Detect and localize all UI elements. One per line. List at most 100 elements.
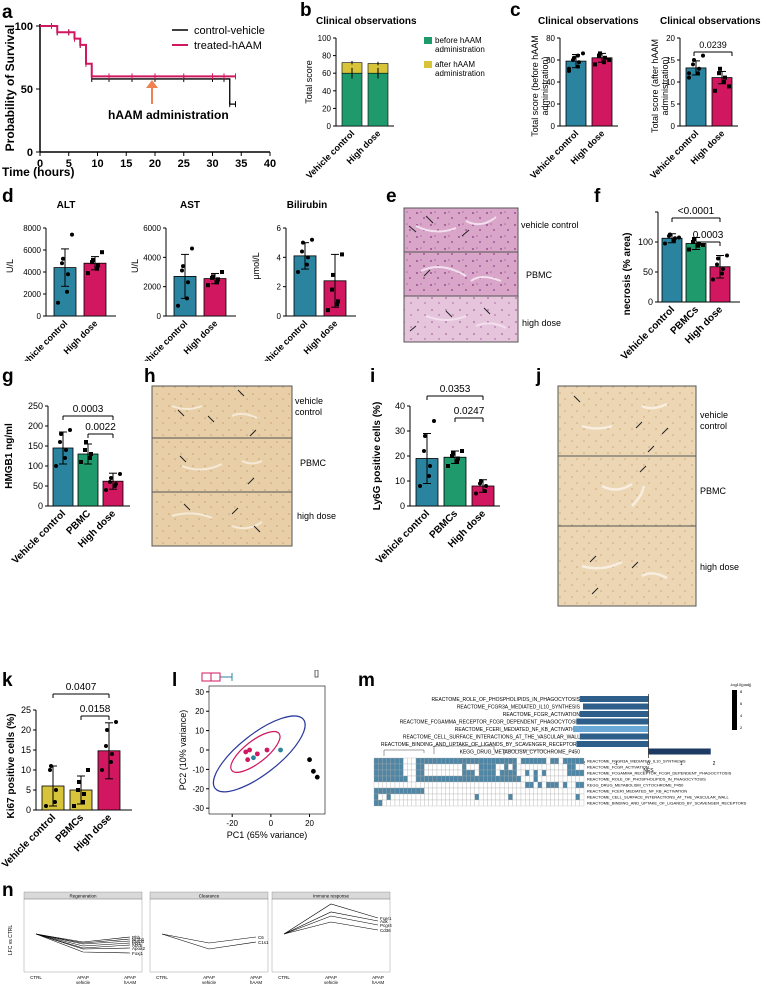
heat-cell <box>386 781 391 789</box>
data-point <box>663 241 667 246</box>
heat-cell <box>575 799 580 807</box>
y-tick-label: 6 <box>277 224 282 233</box>
y-tick-label: 2 <box>277 283 282 292</box>
heat-cell <box>483 781 488 789</box>
heat-cell <box>436 757 442 765</box>
heat-cell <box>520 757 526 765</box>
heat-cell <box>571 763 576 771</box>
colorbar-tick: 6 <box>740 701 743 706</box>
panel-g: g 0 50 100 150 200 250 Vehicle control PBMC High… <box>0 366 140 566</box>
data-point <box>603 55 607 60</box>
data-point <box>422 449 426 453</box>
heat-cell <box>504 757 509 765</box>
data-point <box>100 250 104 255</box>
heat-term-label: REACTOME_CELL_SURFACE_INTERACTIONS_AT_TH… <box>587 795 729 800</box>
data-point <box>306 255 310 260</box>
data-point <box>105 728 109 732</box>
x-tick-label: 10 <box>91 158 103 170</box>
x-tick-label: 20 <box>149 158 161 170</box>
data-point <box>460 449 464 453</box>
y-axis-label: U/L <box>5 259 15 273</box>
heat-cell <box>541 763 547 771</box>
heat-cell <box>390 769 396 777</box>
heat-cell <box>508 763 513 771</box>
heat-cell <box>520 763 526 771</box>
heat-cell <box>571 757 576 765</box>
y-tick-label: 20 <box>195 707 204 716</box>
data-point <box>206 283 210 288</box>
data-point <box>432 419 436 423</box>
chart-title: AST <box>180 200 200 211</box>
data-point <box>310 237 314 242</box>
x-tick-label: 35 <box>235 158 247 170</box>
panel-k: k 0 5 10 15 20 25 Vehicle control PBMCs High dos… <box>0 670 160 870</box>
svg-text:administration: administration <box>435 45 485 54</box>
y-tick-label: 40 <box>395 401 405 411</box>
heat-cell <box>403 799 408 807</box>
heat-cell <box>394 769 400 777</box>
data-point <box>340 252 344 257</box>
y-tick-label: 4000 <box>23 268 41 277</box>
y-axis-label: μmol/L <box>251 252 261 279</box>
heat-cell <box>428 787 433 795</box>
heat-cell <box>541 781 547 789</box>
data-point <box>598 51 602 56</box>
heat-cell <box>478 793 484 801</box>
heat-cell <box>445 799 450 807</box>
data-point <box>687 247 691 252</box>
heat-cell <box>495 787 501 795</box>
heat-cell <box>567 799 572 807</box>
heat-cell <box>575 781 580 789</box>
data-point <box>696 243 700 248</box>
heat-cell <box>407 793 412 801</box>
heat-cell <box>567 787 572 795</box>
heat-cell <box>516 793 522 801</box>
x-tick-label: -20 <box>226 819 238 828</box>
panel-label: e <box>386 186 397 207</box>
heat-cell <box>432 787 438 795</box>
heat-cell <box>449 799 454 807</box>
heat-cell <box>415 757 421 765</box>
panel-label: k <box>2 670 13 691</box>
histology-j: vehicle control PBMC high dose <box>557 385 739 607</box>
heat-cell <box>457 775 463 783</box>
heat-cell <box>495 763 501 771</box>
heat-cell <box>394 793 400 801</box>
p-value: 0.0158 <box>80 704 111 715</box>
data-point <box>247 747 252 753</box>
panel-l: l -20 0 20 30 20 10 0 -10 -20 -30 PC2 (10% varian… <box>170 669 345 860</box>
y-tick-label: 0 <box>27 147 33 159</box>
heat-cell <box>394 763 400 771</box>
data-point <box>474 491 478 496</box>
heat-cell <box>441 757 446 765</box>
heat-cell <box>462 757 467 765</box>
y-tick-label: 40 <box>322 87 331 96</box>
heat-cell <box>541 775 547 783</box>
x-tick-label: 0 <box>647 761 650 767</box>
gene-line <box>283 921 379 935</box>
nes-bar <box>648 748 711 755</box>
heat-cell <box>470 763 475 771</box>
heat-cell <box>575 769 580 777</box>
y-tick-label: 10 <box>666 78 675 87</box>
row-label: high dose <box>522 318 561 328</box>
heat-cell <box>533 799 538 807</box>
term-label: REACTOME_FCGR3A_MEDIATED_IL10_SYNTHESIS <box>457 705 581 711</box>
heat-cell <box>424 781 429 789</box>
data-point <box>60 261 64 266</box>
heat-cell <box>562 781 568 789</box>
heat-cell <box>441 787 446 795</box>
data-point <box>718 66 722 71</box>
heat-cell <box>436 781 442 789</box>
heat-cell <box>499 799 505 807</box>
y-axis-label: LFC vs CTRL <box>8 925 14 956</box>
facet-title: Regeneration <box>69 894 97 899</box>
heat-cell <box>487 787 492 795</box>
heat-cell <box>537 793 543 801</box>
heat-cell <box>491 781 496 789</box>
heat-cell <box>403 775 408 783</box>
x-axis-label: NES <box>643 768 654 774</box>
heat-cell <box>449 769 454 777</box>
heat-cell <box>470 799 475 807</box>
